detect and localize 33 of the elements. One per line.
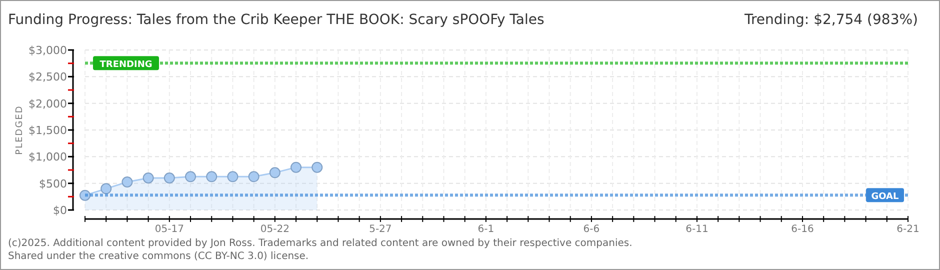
y-tick-label: $2,000 xyxy=(28,97,67,110)
x-tick-label: 6-6 xyxy=(583,224,600,235)
point xyxy=(312,162,323,173)
y-tick-label: $1,000 xyxy=(28,150,67,164)
text: Shared under the creative commons (CC BY-NC 3.0) license. xyxy=(8,251,309,262)
y-axis-title: PLEDGED xyxy=(15,105,25,155)
x-tick-label: 6-11 xyxy=(686,224,708,235)
point xyxy=(100,183,112,194)
point xyxy=(164,172,175,184)
point xyxy=(269,167,280,178)
point xyxy=(185,171,196,182)
point xyxy=(227,171,238,182)
point xyxy=(206,171,218,182)
y-tick-label: $0 xyxy=(53,204,67,217)
x-tick-label: 6-16 xyxy=(791,224,814,235)
ref-line-label: TRENDING xyxy=(100,60,152,70)
point xyxy=(142,172,154,184)
text: (c)2025. Additional content provided by Jon Ross. Trademarks and related content are owned by their respective companies. xyxy=(8,238,632,249)
point xyxy=(122,176,133,188)
x-tick-label: 5-27 xyxy=(369,224,392,235)
chart-title: Funding Progress: Tales from the Crib Keeper THE BOOK: Scary sPOOFy Tales xyxy=(8,12,544,28)
point xyxy=(248,171,260,182)
chart-subtitle: Trending: $2,754 (983%) xyxy=(743,12,918,28)
ref-line-label: GOAL xyxy=(871,192,900,202)
x-tick-label: 05-22 xyxy=(260,224,290,235)
y-tick-label: $500 xyxy=(39,177,67,190)
y-tick-label: $1,500 xyxy=(28,124,67,137)
y-tick-label: $2,500 xyxy=(28,70,67,84)
x-tick-label: 6-1 xyxy=(478,224,494,235)
x-tick-label: 05-17 xyxy=(154,224,184,235)
y-tick-label: $3,000 xyxy=(28,44,67,57)
x-tick-label: 6-21 xyxy=(896,224,920,235)
point xyxy=(290,162,302,173)
